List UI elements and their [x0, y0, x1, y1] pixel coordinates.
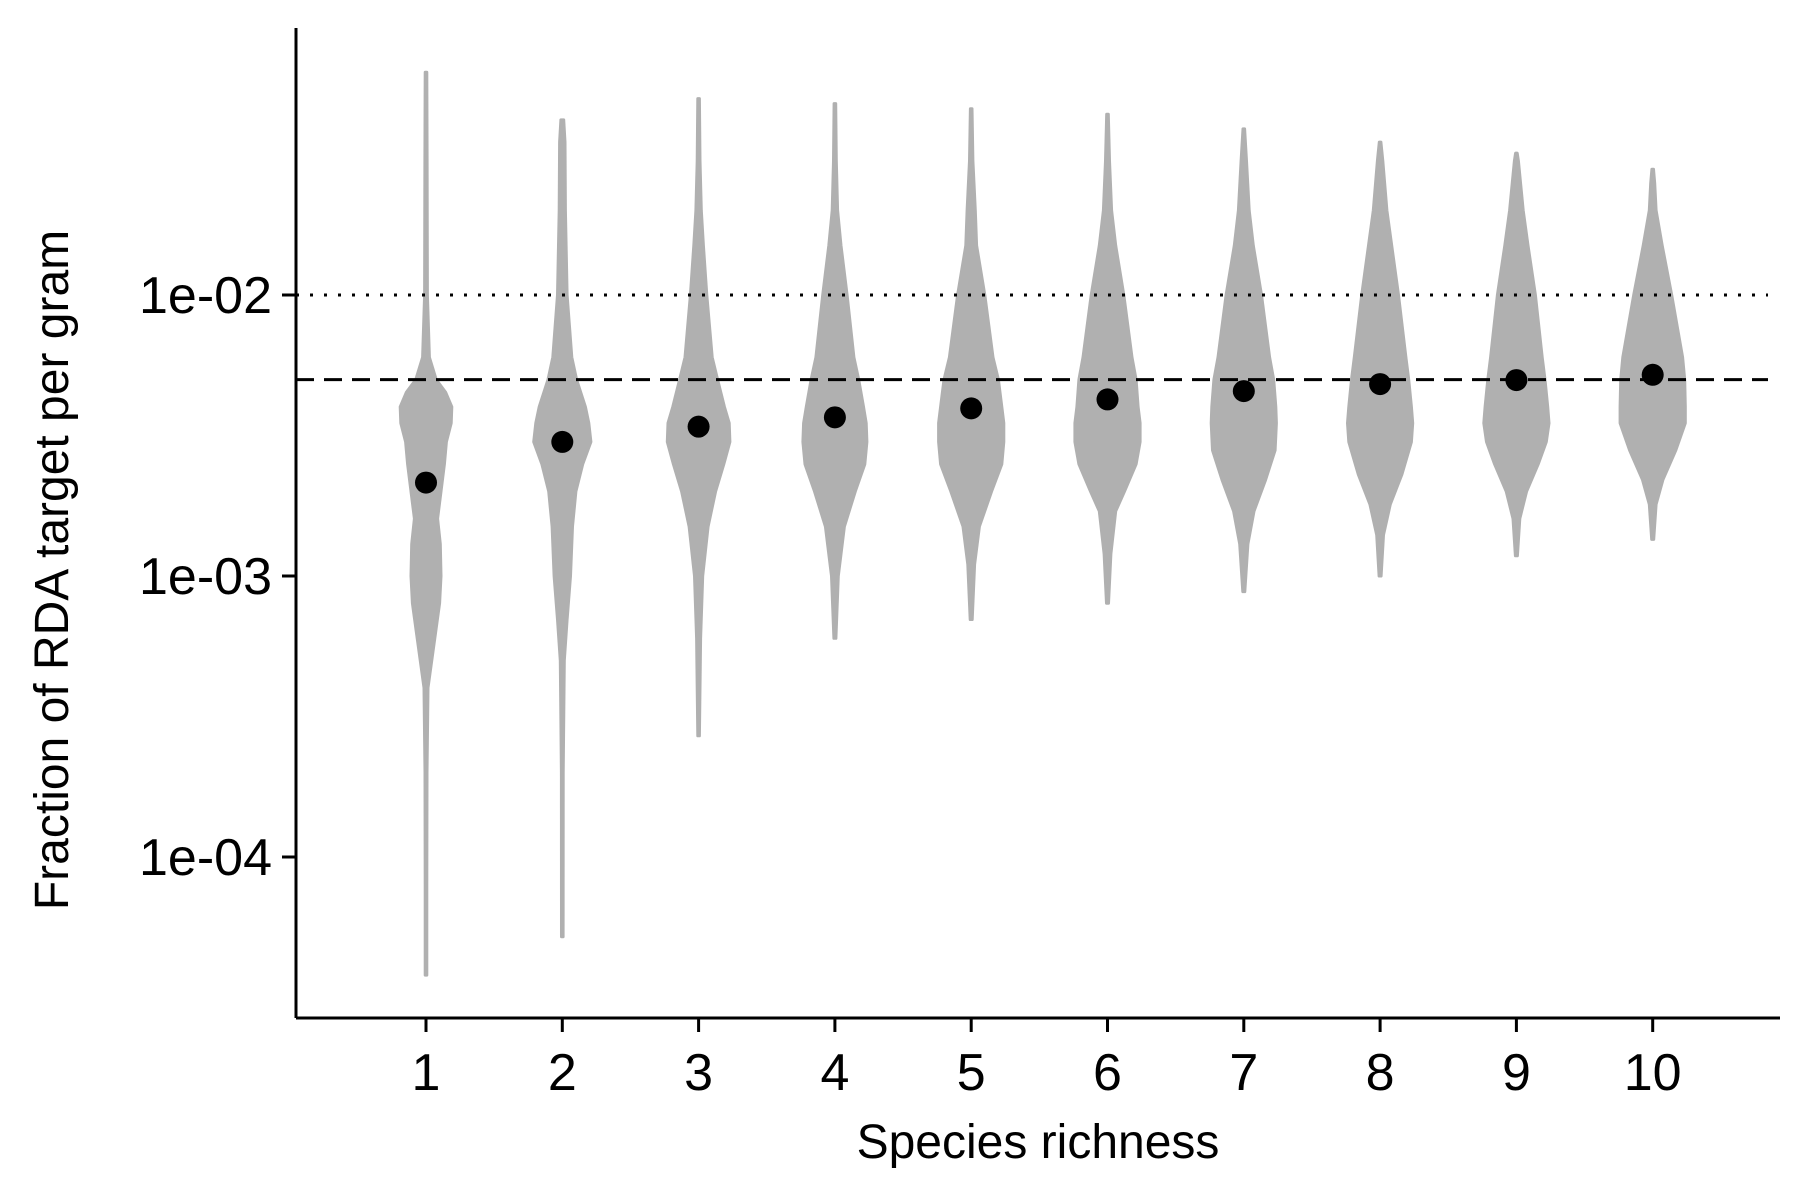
violin-8	[1346, 140, 1415, 578]
violin-5	[937, 107, 1006, 621]
mean-point-8	[1369, 373, 1392, 396]
violin-1	[398, 70, 454, 977]
violin-7	[1209, 127, 1278, 594]
x-tick-label: 8	[1366, 1044, 1395, 1102]
violin-2	[532, 118, 593, 939]
y-tick-label: 1e-04	[139, 829, 272, 887]
y-tick-label: 1e-02	[139, 267, 272, 325]
x-tick-label: 2	[548, 1044, 577, 1102]
mean-point-7	[1232, 380, 1255, 403]
means-layer	[415, 363, 1664, 494]
x-tick-label: 4	[820, 1044, 849, 1102]
x-ticks: 1 2 3 4 5 6 7 8 9 10	[412, 1018, 1682, 1102]
axes	[294, 28, 1780, 1020]
mean-point-9	[1505, 369, 1528, 392]
y-axis-title: Fraction of RDA target per gram	[26, 230, 79, 910]
x-tick-label: 10	[1624, 1044, 1682, 1102]
mean-point-6	[1096, 388, 1119, 411]
mean-point-4	[823, 406, 846, 429]
mean-point-10	[1641, 363, 1664, 386]
violin-10	[1618, 167, 1687, 541]
mean-point-3	[687, 415, 710, 438]
x-tick-label: 7	[1229, 1044, 1258, 1102]
reference-lines	[296, 293, 1768, 382]
violin-6	[1073, 112, 1142, 605]
y-tick-label: 1e-03	[139, 548, 272, 606]
x-tick-label: 5	[957, 1044, 986, 1102]
mean-point-1	[415, 471, 437, 494]
violin-9	[1482, 151, 1551, 558]
x-tick-label: 3	[684, 1044, 713, 1102]
x-tick-label: 1	[412, 1044, 441, 1102]
mean-point-5	[960, 397, 983, 420]
y-ticks: 1e-04 1e-03 1e-02	[139, 267, 296, 887]
violin-4	[801, 102, 869, 640]
mean-point-2	[551, 430, 574, 453]
x-axis-title: Species richness	[857, 1116, 1220, 1169]
x-tick-label: 6	[1093, 1044, 1122, 1102]
violins-layer	[398, 70, 1687, 977]
x-tick-label: 9	[1502, 1044, 1531, 1102]
